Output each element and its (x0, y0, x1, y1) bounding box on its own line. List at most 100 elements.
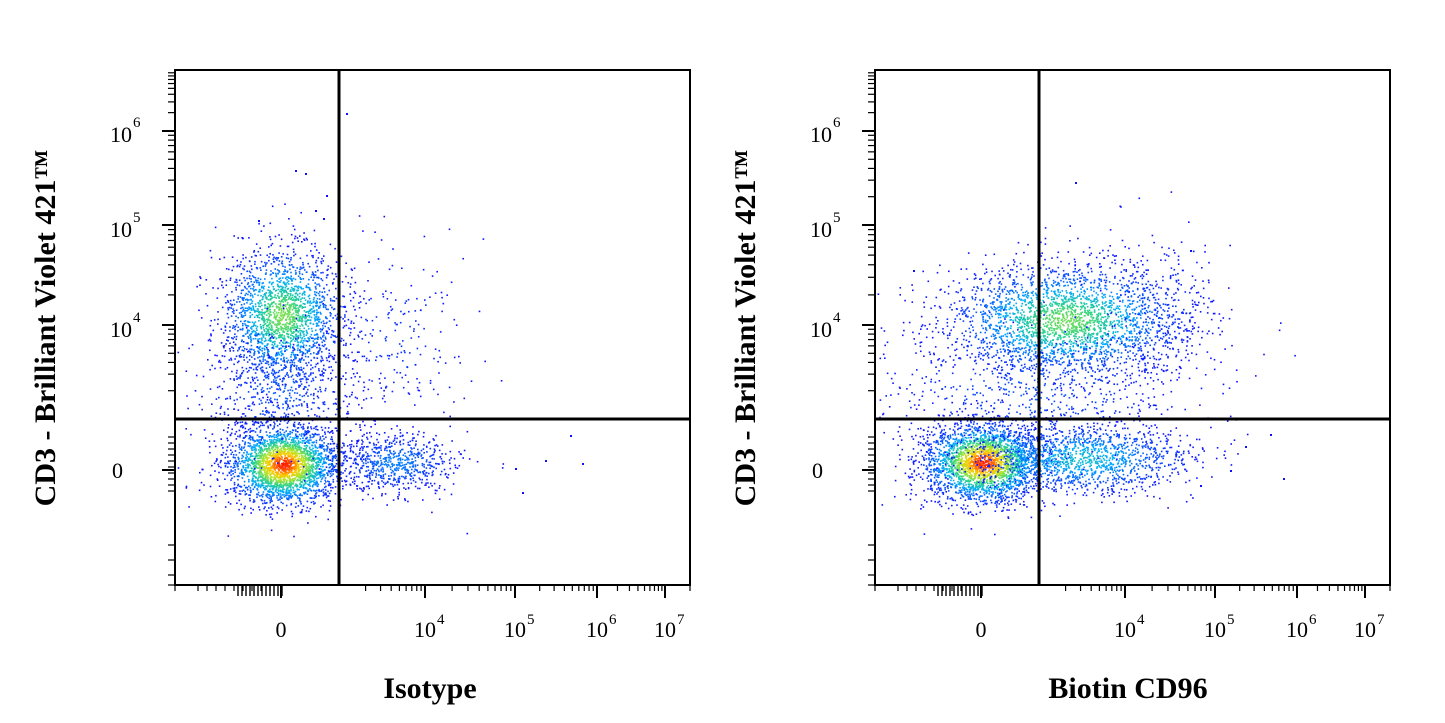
event-dot (356, 442, 358, 445)
event-dot (282, 429, 284, 431)
event-dot (247, 442, 250, 444)
event-dot (261, 424, 264, 427)
event-dot (269, 431, 271, 434)
event-dot (231, 291, 233, 293)
event-dot (312, 442, 315, 444)
event-dot (314, 414, 316, 416)
event-dot (229, 503, 232, 505)
event-dot (328, 320, 331, 322)
event-dot (292, 338, 294, 341)
event-dot (272, 480, 274, 482)
event-dot (300, 330, 303, 332)
event-dot (294, 269, 297, 272)
event-dot (278, 353, 280, 356)
event-dot (428, 486, 430, 488)
event-dot (250, 332, 253, 335)
event-dot (429, 455, 431, 458)
event-dot (314, 458, 317, 461)
event-dot (276, 259, 278, 261)
event-dot (290, 484, 292, 487)
event-dot (304, 337, 306, 340)
event-dot (284, 297, 286, 299)
event-dot (265, 456, 267, 458)
event-dot (294, 278, 297, 281)
event-dot (327, 377, 330, 380)
event-dot (418, 430, 420, 433)
event-dot (255, 289, 257, 291)
event-dot (304, 291, 306, 293)
event-dot (280, 449, 282, 451)
event-dot (278, 311, 280, 314)
event-dot (298, 460, 301, 463)
event-dot (238, 475, 240, 478)
event-dot (292, 459, 294, 461)
event-dot (298, 455, 301, 457)
event-dot (318, 307, 320, 309)
event-dot (273, 313, 276, 316)
event-dot (225, 462, 228, 465)
event-dot (367, 481, 370, 483)
event-dot (315, 467, 318, 469)
event-dot (286, 325, 288, 328)
event-dot (292, 439, 295, 441)
event-dot (322, 304, 325, 307)
event-dot (313, 297, 315, 299)
event-dot (287, 359, 290, 362)
event-dot (269, 453, 272, 455)
event-dot (251, 459, 253, 462)
event-dot (259, 436, 261, 438)
event-dot (275, 436, 277, 438)
event-dot (246, 270, 248, 273)
event-dot (413, 437, 415, 439)
event-dot (318, 285, 321, 287)
event-dot (297, 463, 300, 466)
event-dot (275, 323, 277, 326)
event-dot (287, 315, 289, 317)
event-dot (235, 495, 237, 498)
event-dot (240, 307, 242, 310)
event-dot (277, 352, 280, 354)
event-dot (320, 338, 322, 340)
event-dot (300, 454, 303, 457)
event-dot (288, 466, 290, 468)
event-dot (277, 453, 280, 456)
event-dot (315, 249, 318, 251)
event-dot (294, 462, 296, 464)
event-dot (331, 272, 334, 275)
event-dot (233, 303, 236, 306)
event-dot (242, 437, 245, 439)
event-dot (311, 452, 313, 454)
event-dot (366, 465, 368, 468)
event-dot (276, 314, 279, 316)
event-dot (386, 464, 388, 466)
event-dot (273, 426, 275, 429)
event-dot (424, 474, 427, 476)
event-dot (256, 434, 259, 437)
event-dot (384, 493, 387, 495)
event-dot (312, 340, 315, 342)
event-dot (263, 507, 265, 510)
event-dot (275, 329, 278, 331)
event-dot (264, 475, 267, 478)
event-dot (248, 334, 251, 336)
event-dot (262, 455, 265, 457)
event-dot (329, 354, 332, 357)
event-dot (285, 491, 287, 493)
event-dot (304, 462, 306, 464)
event-dot (293, 285, 296, 288)
event-dot (266, 434, 268, 437)
event-dot (341, 281, 344, 283)
event-dot (242, 447, 245, 449)
event-dot (255, 452, 257, 455)
event-dot (272, 476, 275, 479)
event-dot (281, 439, 284, 441)
event-dot (308, 314, 311, 317)
event-dot (377, 481, 380, 483)
event-dot (302, 476, 305, 479)
event-dot (303, 435, 306, 437)
event-dot (299, 373, 301, 375)
event-dot (218, 465, 220, 468)
event-dot (246, 332, 249, 334)
event-dot (270, 454, 273, 457)
event-dot (286, 475, 288, 477)
